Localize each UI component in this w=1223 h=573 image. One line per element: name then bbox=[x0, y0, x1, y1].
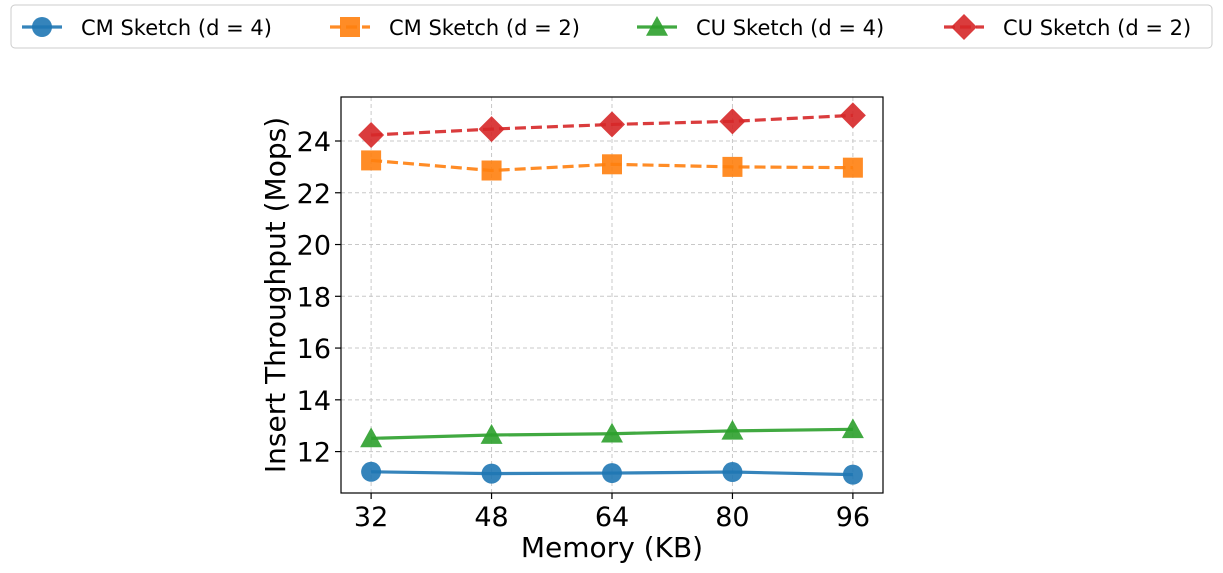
y-tick-label: 22 bbox=[297, 179, 331, 210]
y-tick-label: 20 bbox=[297, 231, 331, 262]
data-point bbox=[361, 150, 382, 171]
data-point bbox=[480, 424, 503, 444]
legend-marker bbox=[32, 17, 52, 37]
data-point bbox=[601, 422, 623, 443]
series-2 bbox=[361, 150, 863, 181]
legend: CM Sketch (d = 4) CM Sketch (d = 2) CU Ske… bbox=[10, 4, 1213, 49]
data-point bbox=[358, 122, 385, 149]
data-point bbox=[478, 116, 505, 143]
y-tick-label: 24 bbox=[297, 127, 331, 158]
legend-label: CM Sketch (d = 2) bbox=[389, 16, 580, 40]
data-point bbox=[839, 102, 866, 129]
series-1 bbox=[361, 461, 863, 485]
y-axis-label: Insert Throughput (Mops) bbox=[259, 117, 292, 473]
y-axis: 12 14 16 18 20 22 24 bbox=[297, 127, 341, 469]
legend-label: CU Sketch (d = 4) bbox=[696, 16, 884, 40]
data-point bbox=[481, 463, 502, 484]
y-tick-label: 18 bbox=[297, 282, 331, 313]
data-point bbox=[722, 156, 743, 177]
y-tick-label: 14 bbox=[297, 386, 331, 417]
x-axis-label: Memory (KB) bbox=[521, 531, 703, 564]
x-tick-label: 64 bbox=[595, 502, 629, 533]
data-point bbox=[842, 464, 863, 485]
data-point bbox=[361, 461, 382, 482]
y-tick-label: 12 bbox=[297, 438, 331, 469]
data-point bbox=[721, 419, 744, 440]
series-4 bbox=[358, 102, 866, 149]
data-point bbox=[719, 108, 746, 135]
legend-item: CM Sketch (d = 2) bbox=[330, 16, 580, 40]
x-axis: 32 48 64 80 96 bbox=[354, 493, 870, 533]
x-tick-label: 96 bbox=[836, 502, 870, 533]
data-point bbox=[599, 111, 625, 138]
legend-marker bbox=[340, 17, 360, 37]
data-point bbox=[602, 154, 622, 175]
data-point bbox=[841, 418, 864, 439]
legend-box bbox=[10, 4, 1213, 49]
data-point bbox=[722, 462, 743, 483]
legend-marker bbox=[951, 14, 977, 40]
legend-item: CU Sketch (d = 2) bbox=[944, 14, 1191, 40]
x-tick-label: 48 bbox=[474, 502, 508, 533]
data-point bbox=[602, 463, 622, 484]
x-tick-label: 32 bbox=[354, 502, 388, 533]
legend-marker bbox=[646, 16, 668, 36]
legend-item: CU Sketch (d = 4) bbox=[637, 16, 884, 40]
data-point bbox=[360, 427, 383, 448]
data-point bbox=[481, 160, 502, 181]
series-layer bbox=[358, 102, 866, 485]
legend-item: CM Sketch (d = 4) bbox=[22, 16, 272, 40]
data-point bbox=[842, 157, 863, 178]
legend-label: CM Sketch (d = 4) bbox=[81, 16, 272, 40]
legend-label: CU Sketch (d = 2) bbox=[1003, 16, 1191, 40]
series-3 bbox=[360, 418, 864, 448]
y-tick-label: 16 bbox=[297, 334, 331, 365]
x-tick-label: 80 bbox=[715, 502, 749, 533]
